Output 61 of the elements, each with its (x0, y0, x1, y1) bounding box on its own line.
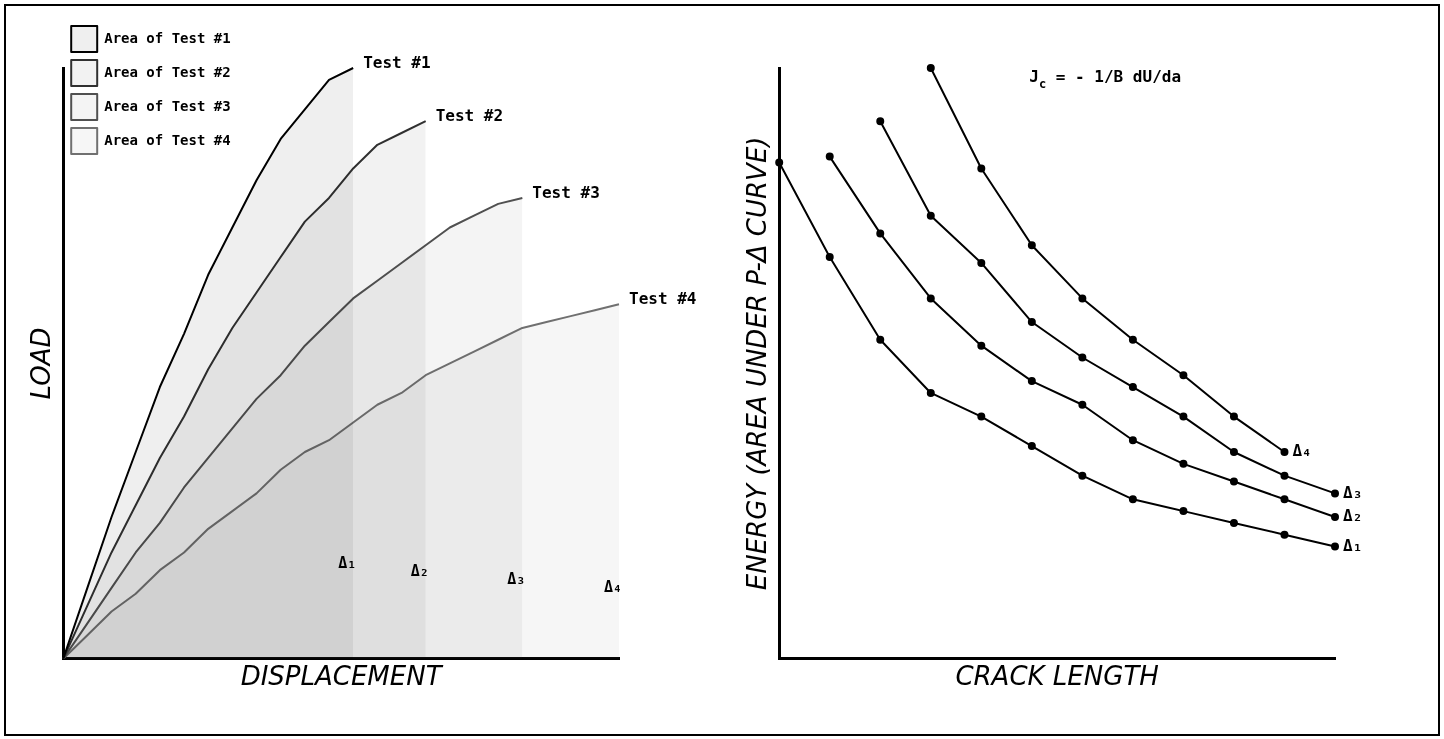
annotation: Test #3 (532, 183, 600, 203)
point (1078, 471, 1087, 480)
point (1078, 400, 1087, 409)
point (876, 229, 885, 238)
point (1078, 353, 1087, 362)
point (1128, 335, 1137, 344)
point (977, 412, 986, 421)
point (1179, 412, 1188, 421)
point (926, 294, 935, 303)
point (1128, 436, 1137, 445)
series-label: Δ₃ (1343, 482, 1363, 502)
point (825, 152, 834, 161)
point (775, 158, 784, 167)
point (1331, 542, 1339, 551)
legend-label: Area of Test #2 (104, 63, 231, 80)
annotation: Δ₃ (507, 569, 526, 588)
annotation: Δ₂ (410, 561, 429, 580)
x-axis-title: DISPLACEMENT (240, 661, 444, 692)
point (1078, 294, 1087, 303)
y-axis-title: LOAD (26, 327, 57, 400)
point (926, 64, 935, 72)
series-label: Δ₄ (1292, 441, 1312, 461)
point (926, 388, 935, 397)
point (876, 117, 885, 126)
series-label: Δ₁ (1343, 535, 1363, 555)
annotation: Δ₄ (603, 577, 623, 596)
point (1229, 412, 1238, 421)
point (1027, 318, 1036, 327)
point (876, 335, 885, 344)
point (1331, 513, 1339, 522)
annotation: Test #2 (435, 106, 504, 126)
point (977, 258, 986, 267)
text: Test #4 (629, 289, 697, 309)
point (926, 211, 935, 220)
legend-label: Area of Test #3 (104, 97, 231, 114)
point (1179, 371, 1188, 380)
point (1280, 448, 1289, 457)
point (1027, 241, 1036, 250)
point (1128, 383, 1137, 392)
legend-label: Area of Test #4 (104, 131, 231, 148)
point (1229, 518, 1238, 527)
point (977, 164, 986, 173)
point (1027, 442, 1036, 451)
point (1280, 471, 1289, 480)
point (1128, 495, 1137, 504)
y-axis-title: ENERGY (AREA UNDER P-Δ CURVE) (742, 136, 773, 591)
series-label: Δ₂ (1343, 506, 1363, 526)
annotation: Δ₁ (338, 553, 357, 572)
point (1229, 448, 1238, 457)
point (1280, 495, 1289, 504)
x-axis-title: CRACK LENGTH (955, 661, 1159, 692)
point (1331, 489, 1339, 498)
point (1179, 507, 1188, 516)
point (1027, 377, 1036, 386)
point (825, 253, 834, 262)
point (1229, 477, 1238, 486)
annotation: Test #1 (363, 53, 431, 73)
point (1179, 459, 1188, 468)
legend-label: Area of Test #1 (104, 29, 231, 46)
point (977, 341, 986, 350)
point (1280, 530, 1289, 539)
